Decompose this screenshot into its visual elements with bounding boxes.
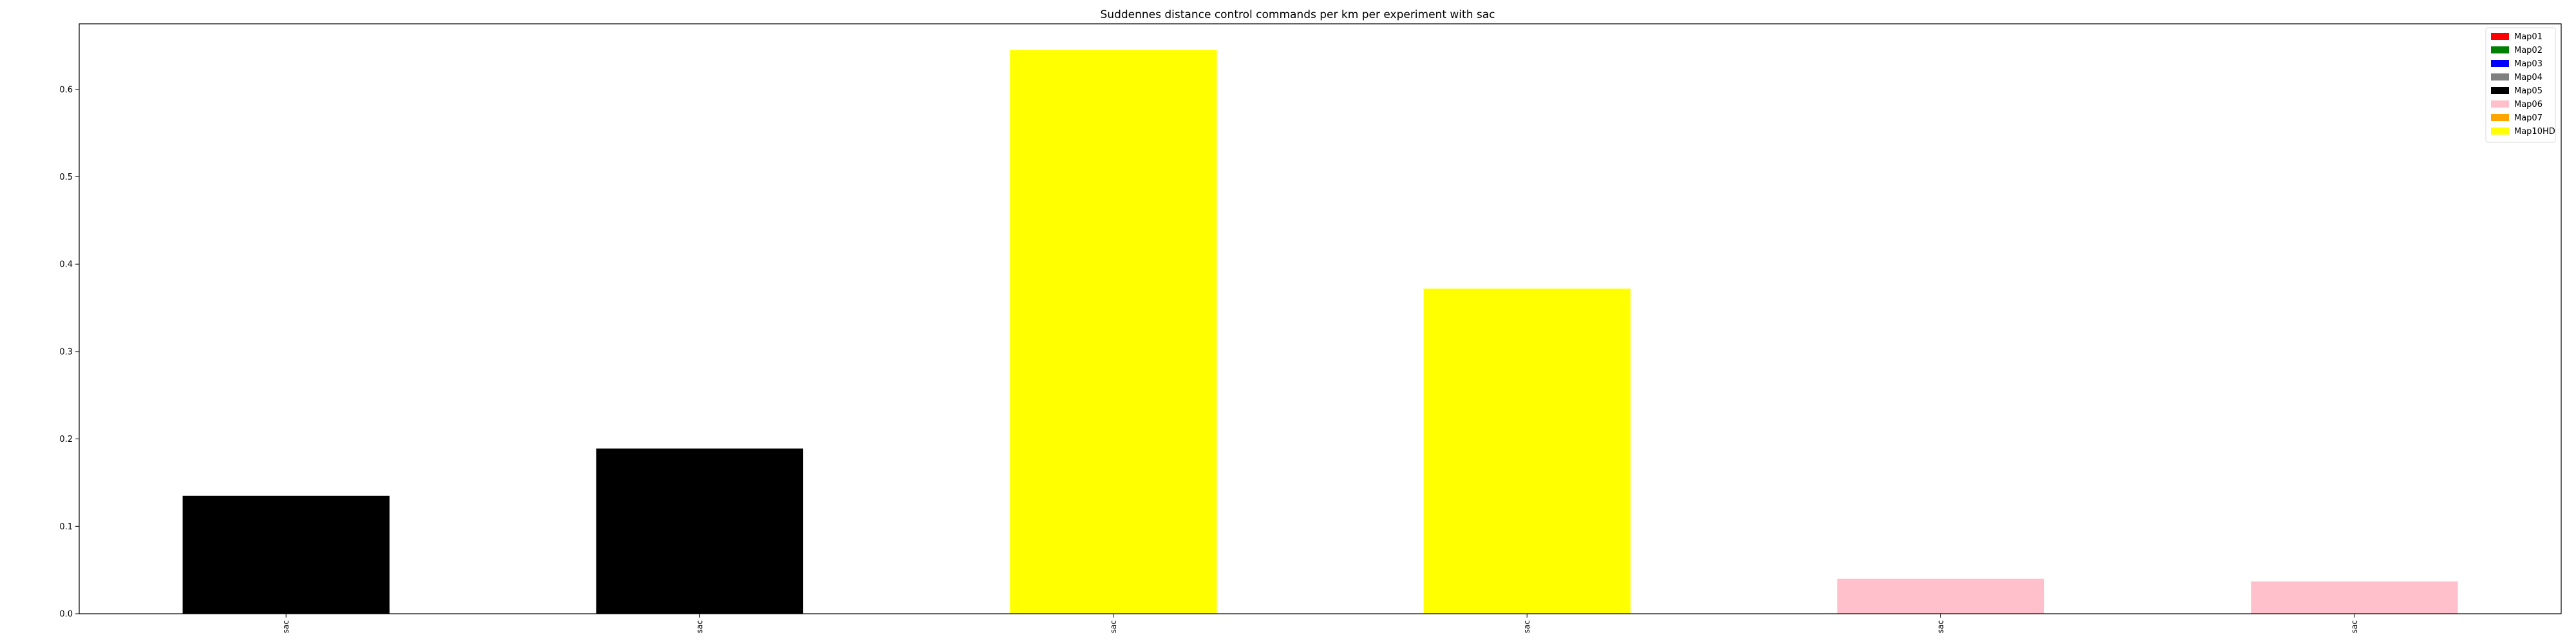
legend-swatch: [2491, 100, 2509, 108]
y-tick-label: 0.5: [59, 173, 73, 182]
bars-layer: [182, 50, 2458, 614]
chart-legend: Map01 Map02 Map03 Map04 Map05 Map06 Map07 Map10…: [2485, 27, 2556, 143]
bar: [2251, 581, 2458, 614]
legend-item-label: Map07: [2514, 113, 2543, 123]
legend-swatch: [2491, 33, 2509, 40]
x-tick-label: sac: [696, 620, 705, 633]
x-tick-label: sac: [1522, 620, 1531, 633]
plot-frame: [79, 23, 2562, 614]
bar: [1010, 50, 1217, 614]
x-tick-label: sac: [1109, 620, 1118, 633]
axes-layer: sac sac sac sac sac sac 0.0 0.1 0.2 0.3 0.4 0.5 0.6: [59, 23, 2562, 633]
y-tick-label: 0.3: [59, 347, 73, 357]
legend-swatch: [2491, 73, 2509, 80]
bar: [596, 448, 804, 614]
y-tick-label: 0.4: [59, 260, 73, 270]
bar: [182, 495, 390, 614]
y-tick-label: 0.1: [59, 522, 73, 532]
legend-item-label: Map01: [2514, 32, 2543, 42]
legend-swatch: [2491, 128, 2509, 135]
legend-item-label: Map05: [2514, 86, 2543, 96]
legend-swatch: [2491, 60, 2509, 67]
legend-item-label: Map02: [2514, 46, 2543, 55]
legend-item-label: Map03: [2514, 59, 2543, 69]
legend-item-label: Map06: [2514, 100, 2543, 109]
x-tick-label: sac: [1937, 620, 1946, 633]
bar: [1837, 578, 2045, 614]
bar: [1423, 289, 1631, 614]
y-tick-label: 0.6: [59, 85, 73, 95]
legend-box: [2485, 27, 2556, 143]
legend-item-label: Map10HD: [2514, 127, 2555, 137]
legend-swatch: [2491, 46, 2509, 53]
legend-item-label: Map04: [2514, 73, 2543, 82]
chart-title: Suddennes distance control commands per …: [1101, 8, 1495, 21]
x-tick-label: sac: [2350, 620, 2359, 633]
legend-swatch: [2491, 87, 2509, 94]
legend-swatch: [2491, 114, 2509, 121]
y-tick-label: 0.2: [59, 435, 73, 444]
y-tick-label: 0.0: [59, 610, 73, 620]
x-tick-label: sac: [281, 620, 290, 633]
